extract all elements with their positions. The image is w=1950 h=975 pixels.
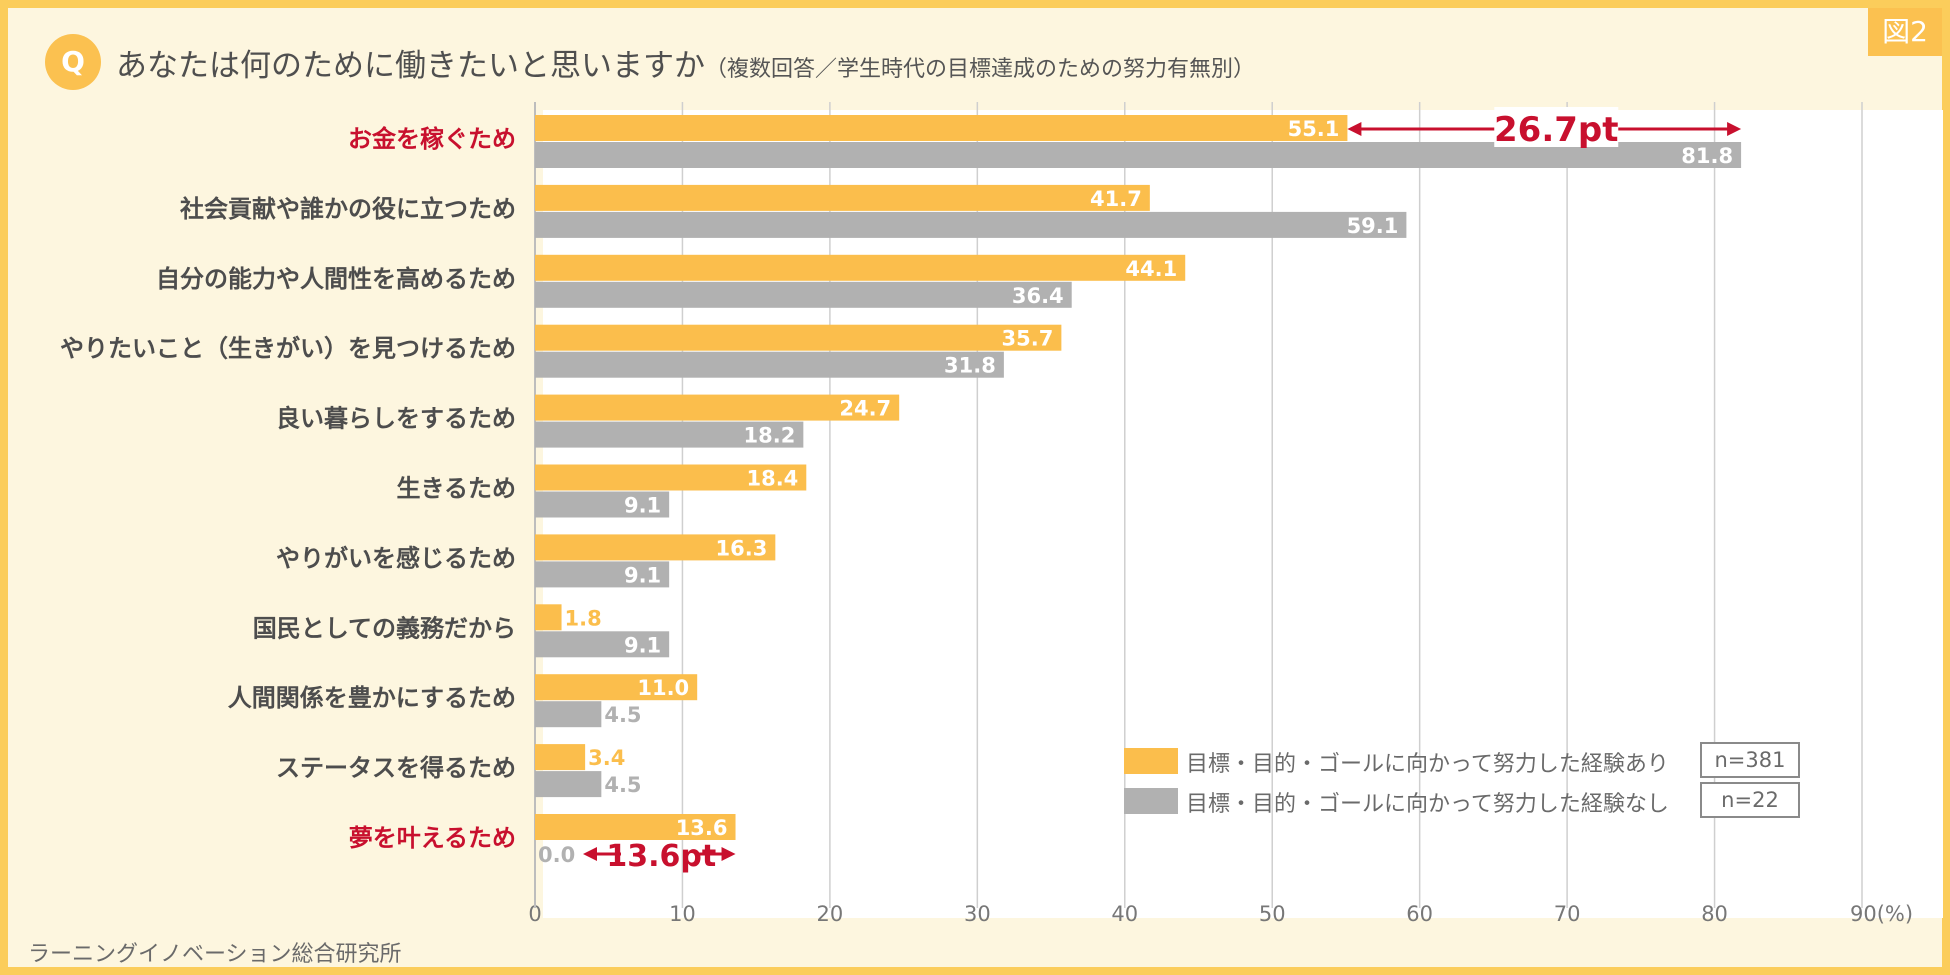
data-label: 9.1 [624,494,661,518]
question-icon: Q [45,34,101,90]
x-tick-label: 70 [1554,902,1581,926]
bar-with [535,394,900,421]
data-label: 44.1 [1125,257,1177,281]
bar-with [535,254,1186,281]
x-tick-label: 90(%) [1850,902,1913,926]
category-label: やりたいこと（生きがい）を見つけるため [60,335,516,363]
bar-without [535,631,670,658]
legend-label-without: 目標・目的・ゴールに向かって努力した経験なし [1186,792,1669,817]
category-label: 国民としての義務だから [253,614,516,642]
category-label: ステータスを得るため [276,754,516,782]
bar-without [535,351,1004,378]
gap-arrow-1-head-right [1727,122,1742,136]
gap-arrow-2-head-left [583,847,597,861]
bar-with [535,534,776,561]
category-label: 自分の能力や人間性を高めるため [156,265,516,293]
bar-with [535,814,736,840]
bar-with [535,464,807,491]
bar-without [535,771,602,798]
bar-without [535,491,670,518]
category-label: 社会貢献や誰かの役に立つため [180,195,516,223]
legend-label-with: 目標・目的・ゴールに向かって努力した経験あり [1186,752,1669,777]
bar-with [535,674,698,701]
data-label: 13.6 [676,816,728,840]
bar-without [535,281,1072,308]
data-label: 81.8 [1681,144,1733,168]
data-label: 0.0 [538,843,575,867]
category-label: やりがいを感じるため [276,544,516,572]
bar-without [535,211,1407,238]
category-label: 夢を叶えるため [349,824,516,852]
x-tick-label: 30 [964,902,991,926]
bar-without [535,561,670,588]
bar-with [535,324,1062,351]
data-label: 59.1 [1347,214,1399,238]
bar-with [535,184,1150,211]
data-label: 4.5 [604,773,641,797]
category-label: 人間関係を豊かにするため [228,684,516,712]
gap-arrow-1-head-left [1347,122,1362,136]
bar-with [535,604,562,631]
data-label: 31.8 [944,354,996,378]
bar-without [535,421,804,448]
x-tick-label: 0 [528,902,541,926]
data-label: 41.7 [1090,187,1142,211]
data-label: 3.4 [588,746,625,770]
data-label: 9.1 [624,563,661,587]
legend-swatch-without [1124,788,1178,814]
gap-label-bg-1 [1494,107,1619,147]
category-label: 良い暮らしをするため [276,405,516,433]
source-credit: ラーニングイノベーション総合研究所 [28,942,402,967]
data-label: 11.0 [637,676,689,700]
x-tick-label: 50 [1259,902,1286,926]
category-label: お金を稼ぐため [348,125,516,153]
x-tick-label: 40 [1111,902,1138,926]
x-tick-label: 10 [669,902,696,926]
data-label: 4.5 [604,703,641,727]
bar-without [535,701,602,728]
category-label: 生きるため [396,475,516,503]
gap-label-2: 13.6pt [606,839,716,874]
data-label: 36.4 [1012,284,1064,308]
legend-n-with: n=381 [1700,742,1800,778]
x-tick-label: 60 [1406,902,1433,926]
legend-swatch-with [1124,748,1178,774]
figure-badge: 図2 [1868,8,1942,56]
data-label: 24.7 [839,397,891,421]
data-label: 55.1 [1288,117,1340,141]
data-label: 35.7 [1002,327,1054,351]
bar-with [535,115,1348,141]
chart-title: あなたは何のために働きたいと思いますか（複数回答／学生時代の目標達成のための努力… [116,40,1255,85]
bar-with [535,744,586,771]
chart-subtitle: （複数回答／学生時代の目標達成のための努力有無別） [705,57,1256,82]
x-tick-label: 80 [1701,902,1728,926]
data-label: 18.4 [746,467,798,491]
data-label: 1.8 [565,606,602,630]
legend-n-without: n=22 [1700,782,1800,818]
data-label: 16.3 [716,536,768,560]
data-label: 18.2 [744,424,796,448]
title-text: あなたは何のために働きたいと思いますか [116,48,705,84]
gap-label-1: 26.7pt [1494,110,1618,150]
x-tick-label: 20 [817,902,844,926]
data-label: 9.1 [624,633,661,657]
gap-arrow-2-head-right [721,847,736,861]
